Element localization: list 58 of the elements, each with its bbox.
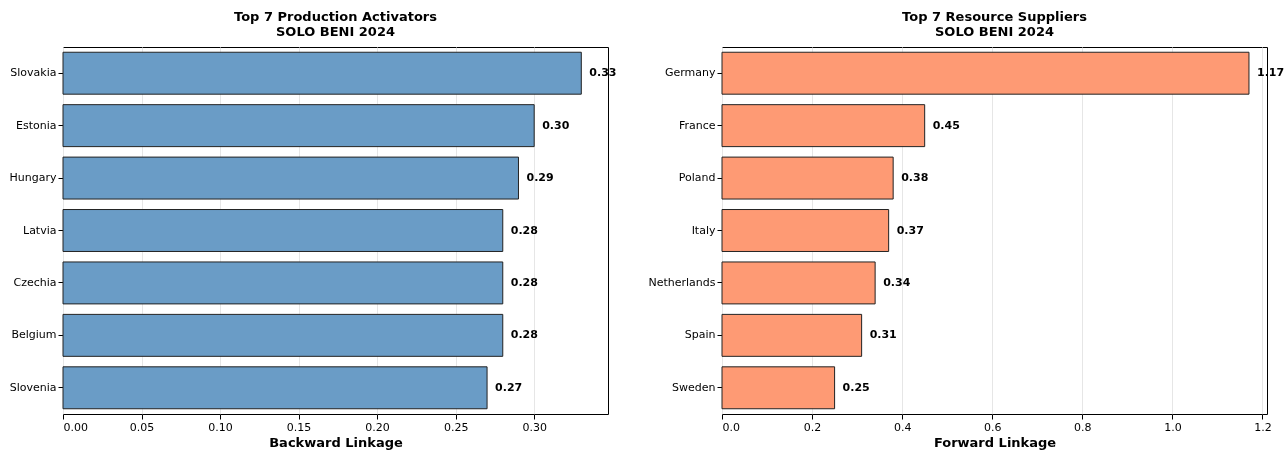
data-label: 0.45 (932, 118, 960, 132)
y-tick-label: Netherlands (648, 275, 716, 289)
x-axis-title: Backward Linkage (269, 434, 403, 450)
x-tick-label: 0.2 (803, 420, 822, 434)
y-tick-label: Italy (691, 223, 716, 237)
bar (721, 51, 1250, 95)
y-tick-label: Czechia (13, 275, 57, 289)
y-tick-label: Slovakia (10, 66, 57, 80)
data-label: 0.31 (869, 328, 897, 342)
y-tick-label: Spain (684, 328, 716, 342)
x-tick-label: 0.6 (984, 420, 1002, 434)
x-tick-label: 0.00 (63, 420, 88, 434)
data-label: 0.27 (495, 380, 523, 394)
data-label: 0.37 (896, 223, 924, 237)
bar (721, 366, 836, 410)
data-label: 0.28 (510, 223, 538, 237)
y-tick-label: Sweden (672, 380, 716, 394)
y-tick-label: Belgium (11, 328, 57, 342)
chart-title: Top 7 Resource Suppliers SOLO BENI 2024 (902, 9, 1088, 39)
data-label: 0.29 (526, 171, 554, 185)
x-tick-label: 1.2 (1254, 420, 1272, 434)
bar (62, 209, 504, 252)
data-label: 0.28 (510, 328, 538, 342)
data-label: 0.28 (510, 275, 538, 289)
y-tick-label: Hungary (9, 171, 57, 185)
bar (62, 51, 582, 95)
x-tick-label: 0.30 (522, 420, 547, 434)
y-tick-label: Estonia (16, 118, 57, 132)
y-tick-label: Germany (664, 66, 716, 80)
data-label: 0.25 (842, 380, 870, 394)
bar (62, 104, 535, 148)
y-tick-label: Latvia (23, 223, 57, 237)
y-tick-label: Slovenia (9, 380, 57, 394)
x-tick-label: 0.8 (1074, 420, 1092, 434)
x-tick-label: 0.0 (722, 420, 740, 434)
x-tick-label: 0.4 (893, 420, 912, 434)
x-tick-label: 0.15 (286, 420, 312, 434)
x-tick-label: 1.0 (1164, 420, 1182, 434)
bar (721, 104, 926, 148)
y-tick-label: France (678, 118, 716, 132)
bar (721, 313, 863, 357)
x-tick-label: 0.20 (365, 420, 390, 434)
x-tick-label: 0.10 (208, 420, 233, 434)
data-label: 0.34 (883, 275, 911, 289)
data-label: 0.30 (542, 118, 570, 132)
bar (62, 313, 504, 357)
x-tick-label: 0.05 (129, 420, 155, 434)
bar (62, 261, 504, 305)
bar (721, 209, 890, 252)
y-tick-label: Poland (678, 171, 716, 185)
bar (721, 156, 894, 200)
bar (62, 156, 519, 200)
bar (721, 261, 876, 305)
x-axis-title: Forward Linkage (933, 434, 1057, 450)
x-tick-label: 0.25 (443, 420, 469, 434)
data-label: 0.38 (901, 171, 929, 185)
bar (62, 366, 488, 410)
chart-title: Top 7 Production Activators SOLO BENI 2024 (234, 9, 438, 39)
